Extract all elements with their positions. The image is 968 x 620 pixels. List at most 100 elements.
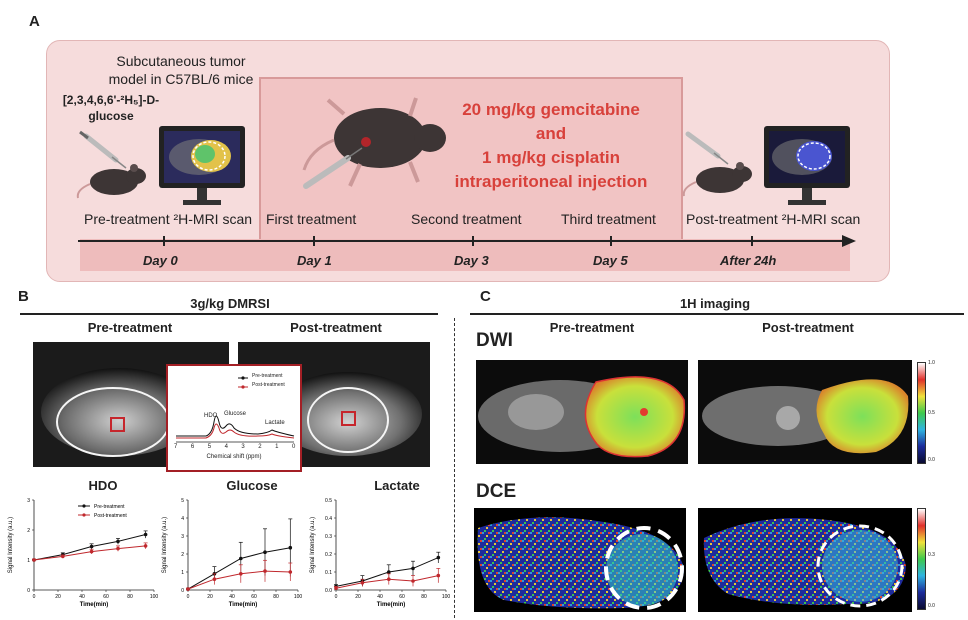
x-tick-label: 20 bbox=[207, 594, 213, 600]
post-scan-monitor bbox=[764, 126, 850, 205]
y-tick-label: 0.4 bbox=[325, 516, 332, 522]
y-tick-label: 0.2 bbox=[325, 552, 332, 558]
data-point bbox=[288, 545, 293, 550]
drug-regimen: 20 mg/kg gemcitabine and 1 mg/kg cisplat… bbox=[448, 98, 654, 194]
data-point bbox=[411, 579, 415, 583]
x-tick-label: 40 bbox=[79, 594, 85, 600]
day-label-1: Day 1 bbox=[297, 253, 332, 268]
panel-c-title: 1H imaging bbox=[679, 296, 751, 311]
chart-title-glucose: Glucose bbox=[226, 478, 278, 493]
syringe-icon bbox=[79, 130, 127, 169]
y-tick-label: 5 bbox=[181, 498, 184, 504]
y-tick-label: 1 bbox=[27, 558, 30, 564]
c-post-label: Post-treatment bbox=[762, 320, 854, 335]
x-tick-label: 60 bbox=[251, 594, 257, 600]
dmrsi-pre-label: Pre-treatment bbox=[87, 320, 173, 335]
data-point bbox=[239, 556, 243, 561]
spectrum-tick: 1 bbox=[275, 444, 279, 450]
data-point bbox=[288, 570, 293, 574]
hdo-chart: 0 20 40 60 80 100 0 1 2 3 Time(min) Signal Intensit… bbox=[8, 498, 159, 608]
spectrum-tick: 5 bbox=[207, 444, 212, 450]
day-label-3: Day 3 bbox=[454, 253, 489, 268]
model-text-line-1: Subcutaneous tumor bbox=[116, 53, 246, 69]
y-tick-label: 2 bbox=[181, 552, 184, 558]
c-pre-label: Pre-treatment bbox=[549, 320, 635, 335]
x-tick-label: 20 bbox=[355, 594, 361, 600]
panel-c-rule bbox=[470, 313, 964, 315]
spectrum-xlabel: Chemical shift (ppm) bbox=[206, 454, 262, 460]
panel-a-letter: A bbox=[29, 13, 40, 30]
step-label-third: Third treatment bbox=[561, 211, 656, 227]
injection-site-icon bbox=[361, 137, 371, 147]
chart-title-lactate: Lactate bbox=[374, 478, 420, 493]
data-point bbox=[89, 544, 94, 549]
model-description: Subcutaneous tumor model in C57BL/6 mice bbox=[96, 52, 266, 88]
glucose-label-line-1: [2,3,4,6,6'-²H₅]-D- bbox=[62, 93, 160, 107]
data-point bbox=[89, 549, 94, 554]
x-tick-label: 40 bbox=[377, 594, 383, 600]
dce-scale-min: 0.0 bbox=[928, 603, 935, 609]
series-line bbox=[335, 575, 439, 589]
x-tick-label: 60 bbox=[103, 594, 109, 600]
treatment-mouse-illustration bbox=[302, 97, 446, 189]
data-point bbox=[186, 587, 190, 591]
spectrum-tick: 3 bbox=[241, 444, 245, 450]
y-tick-label: 3 bbox=[181, 534, 184, 540]
panel-b-letter: B bbox=[18, 288, 29, 305]
glucose-label-line-2: glucose bbox=[88, 109, 134, 123]
x-tick-label: 0 bbox=[335, 594, 338, 600]
peak-label-lactate: Lactate bbox=[265, 420, 285, 426]
x-axis-label: Time(min) bbox=[377, 602, 406, 608]
spectrum-tick: 6 bbox=[190, 444, 195, 450]
spectrum-legend-pre: Pre-treatment bbox=[252, 373, 283, 379]
dwi-scale-min: 0.0 bbox=[928, 457, 935, 463]
data-point bbox=[143, 532, 148, 537]
y-tick-label: 4 bbox=[181, 516, 184, 522]
data-point bbox=[32, 558, 36, 562]
y-tick-label: 0.0 bbox=[325, 588, 332, 594]
spectrum-legend-post: Post-treatment bbox=[252, 382, 285, 388]
roi-marker bbox=[110, 417, 125, 432]
x-tick-label: 80 bbox=[127, 594, 133, 600]
dwi-scale-max: 1.0 bbox=[928, 360, 935, 366]
data-point bbox=[334, 586, 338, 590]
x-tick-label: 80 bbox=[421, 594, 427, 600]
data-point bbox=[61, 554, 65, 559]
peak-label-glucose: Glucose bbox=[224, 411, 247, 417]
data-point bbox=[116, 539, 120, 544]
legend-label: Pre-treatment bbox=[94, 504, 125, 510]
dwi-post-image bbox=[698, 360, 912, 464]
step-label-pre: Pre-treatment ²H-MRI scan bbox=[84, 211, 253, 227]
y-tick-label: 0.3 bbox=[325, 534, 332, 540]
spectrum-ticks: 7 6 5 4 3 2 1 0 bbox=[174, 444, 295, 452]
post-mouse-illustration bbox=[682, 131, 752, 197]
y-tick-label: 0 bbox=[27, 588, 30, 594]
spectrum-tick: 2 bbox=[258, 444, 262, 450]
panel-b-title: 3g/kg DMRSI bbox=[190, 296, 270, 311]
glucose-label: [2,3,4,6,6'-²H₅]-D- glucose bbox=[56, 92, 166, 124]
panel-divider bbox=[454, 318, 455, 618]
dmrsi-post-label: Post-treatment bbox=[290, 320, 382, 335]
x-tick-label: 0 bbox=[187, 594, 190, 600]
data-point bbox=[239, 572, 243, 576]
mouse-icon bbox=[682, 162, 752, 197]
x-tick-label: 100 bbox=[150, 594, 159, 600]
y-axis-label: Signal Intensity (a.u.) bbox=[162, 517, 168, 573]
dce-label: DCE bbox=[476, 481, 517, 502]
y-axis-label: Signal Intensity (a.u.) bbox=[310, 517, 316, 573]
data-point bbox=[436, 573, 441, 578]
panel-b-rule bbox=[20, 313, 438, 315]
data-point bbox=[143, 544, 148, 548]
dwi-scale-mid: 0.5 bbox=[928, 410, 935, 416]
timeline-day-band bbox=[80, 239, 850, 271]
y-tick-label: 0.5 bbox=[325, 498, 332, 504]
model-text-line-2: model in C57BL/6 mice bbox=[108, 71, 254, 87]
lactate-chart: 0 20 40 60 80 100 0.0 0.1 0.2 0.3 0.4 0.5 Time(min) S… bbox=[310, 498, 450, 608]
step-label-second: Second treatment bbox=[411, 211, 522, 227]
x-axis-label: Time(min) bbox=[229, 602, 258, 608]
spectrum-tick: 7 bbox=[174, 444, 178, 450]
data-point bbox=[436, 555, 441, 560]
data-point bbox=[387, 570, 391, 574]
day-label-0: Day 0 bbox=[143, 253, 178, 268]
data-point bbox=[263, 569, 267, 573]
